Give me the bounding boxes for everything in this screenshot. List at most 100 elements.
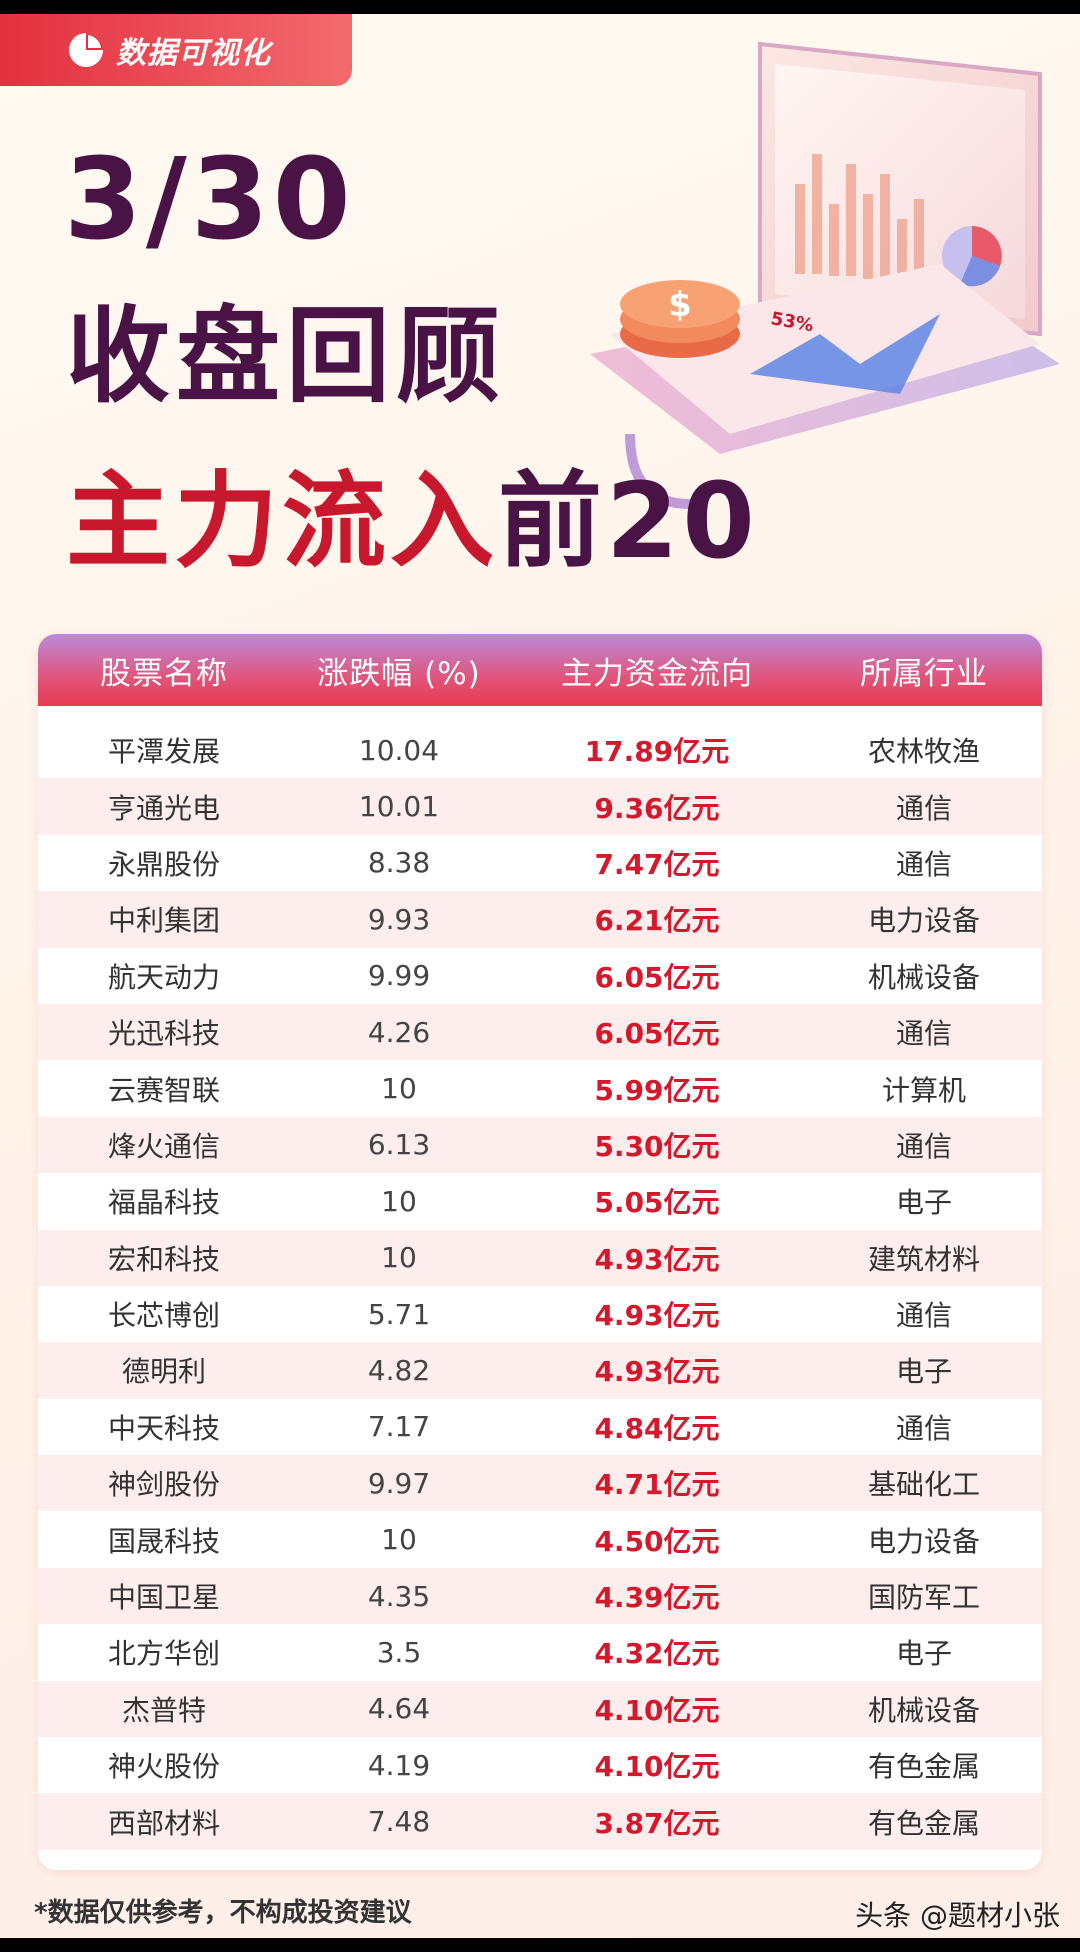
table-row: 中天科技 7.17 4.84亿元 通信	[38, 1399, 1042, 1455]
table-row: 杰普特 4.64 4.10亿元 机械设备	[38, 1680, 1042, 1738]
stock-name-cell: 中利集团	[107, 904, 220, 938]
table-row: 长芯博创 5.71 4.93亿元 通信	[38, 1286, 1042, 1342]
industry-cell: 电力设备	[867, 904, 980, 938]
change-cell: 9.93	[367, 902, 431, 936]
header-main-flow: 主力资金流向	[561, 655, 753, 692]
stock-name-cell: 国晟科技	[107, 1524, 220, 1558]
industry-cell: 国防军工	[867, 1581, 980, 1615]
stock-name-cell: 亨通光电	[107, 791, 220, 825]
main-flow-cell: 9.36亿元	[594, 791, 720, 825]
brand-label: 数据可视化	[116, 36, 271, 71]
change-cell: 3.5	[376, 1635, 422, 1669]
main-flow-cell: 4.39亿元	[594, 1581, 720, 1615]
stock-name-cell: 平潭发展	[107, 735, 220, 769]
table-row: 亨通光电 10.01 9.36亿元 通信	[38, 778, 1042, 835]
title-sub-prefix: 主力流入	[66, 460, 499, 582]
change-cell: 7.17	[367, 1410, 431, 1444]
table-row: 国晟科技 10 4.50亿元 电力设备	[38, 1511, 1042, 1567]
main-flow-cell: 4.10亿元	[594, 1693, 720, 1727]
change-cell: 5.71	[367, 1297, 431, 1331]
stock-name-cell: 航天动力	[107, 960, 220, 994]
main-flow-cell: 4.84亿元	[594, 1411, 720, 1445]
change-cell: 7.48	[367, 1805, 431, 1839]
main-flow-cell: 4.93亿元	[594, 1242, 720, 1276]
industry-cell: 通信	[895, 1299, 952, 1333]
main-flow-cell: 5.30亿元	[594, 1129, 720, 1163]
change-cell: 4.82	[367, 1353, 431, 1387]
table-row: 神剑股份 9.97 4.71亿元 基础化工	[38, 1455, 1042, 1512]
stock-name-cell: 中天科技	[107, 1411, 220, 1445]
table-row: 西部材料 7.48 3.87亿元 有色金属	[38, 1793, 1042, 1850]
main-flow-cell: 6.05亿元	[594, 1017, 720, 1051]
disclaimer: *数据仅供参考，不构成投资建议	[34, 1898, 412, 1928]
stock-name-cell: 烽火通信	[107, 1129, 220, 1163]
industry-cell: 电子	[895, 1355, 952, 1389]
stock-name-cell: 福晶科技	[107, 1186, 220, 1220]
header-industry: 所属行业	[860, 655, 988, 692]
stock-name-cell: 北方华创	[107, 1637, 220, 1671]
industry-cell: 通信	[895, 791, 952, 825]
table-row: 平潭发展 10.04 17.89亿元 农林牧渔	[38, 722, 1042, 778]
main-flow-cell: 3.87亿元	[594, 1806, 720, 1840]
industry-cell: 有色金属	[867, 1750, 980, 1784]
stock-name-cell: 德明利	[121, 1355, 206, 1389]
industry-cell: 通信	[895, 1017, 952, 1051]
industry-cell: 通信	[895, 1411, 952, 1445]
change-cell: 4.35	[367, 1579, 431, 1613]
change-cell: 10	[381, 1184, 417, 1218]
stock-name-cell: 宏和科技	[107, 1242, 220, 1276]
main-flow-cell: 6.05亿元	[594, 960, 720, 994]
main-flow-cell: 4.71亿元	[594, 1468, 720, 1502]
page: 数据可视化	[0, 14, 1080, 1938]
main-flow-cell: 7.47亿元	[594, 847, 720, 881]
industry-cell: 农林牧渔	[867, 735, 980, 769]
industry-cell: 计算机	[881, 1073, 966, 1107]
change-cell: 10.04	[358, 733, 440, 767]
industry-cell: 机械设备	[867, 960, 980, 994]
table-row: 云赛智联 10 5.99亿元 计算机	[38, 1060, 1042, 1116]
main-flow-cell: 5.05亿元	[594, 1186, 720, 1220]
stock-name-cell: 杰普特	[121, 1693, 206, 1727]
title-sub: 主力流入前20	[66, 469, 759, 573]
change-cell: 4.19	[367, 1748, 431, 1782]
stock-name-cell: 长芯博创	[107, 1299, 220, 1333]
coin-symbol: $	[668, 285, 692, 325]
table-row: 烽火通信 6.13 5.30亿元 通信	[38, 1116, 1042, 1174]
watermark: 头条 @题材小张	[855, 1899, 1060, 1932]
industry-cell: 电子	[895, 1186, 952, 1220]
main-flow-cell: 6.21亿元	[594, 904, 720, 938]
stock-name-cell: 西部材料	[107, 1806, 220, 1840]
laptop-illustration: $ 53%	[590, 41, 1060, 509]
table-row: 中利集团 9.93 6.21亿元 电力设备	[38, 891, 1042, 948]
change-cell: 9.97	[367, 1466, 431, 1500]
bottom-bar	[0, 1938, 1080, 1952]
main-flow-cell: 17.89亿元	[584, 735, 730, 769]
table-row: 宏和科技 10 4.93亿元 建筑材料	[38, 1229, 1042, 1286]
title-main: 收盘回顾	[66, 295, 507, 417]
change-cell: 10	[381, 1072, 417, 1106]
title-sub-highlight: 前20	[498, 460, 759, 582]
table-body: 平潭发展 10.04 17.89亿元 农林牧渔 亨通光电 10.01 9.36亿元 通信 永鼎股…	[38, 706, 1042, 1850]
industry-cell: 电子	[895, 1637, 952, 1671]
table-row: 北方华创 3.5 4.32亿元 电子	[38, 1624, 1042, 1680]
change-cell: 10	[381, 1241, 417, 1275]
stock-name-cell: 神火股份	[107, 1750, 220, 1784]
table-row: 福晶科技 10 5.05亿元 电子	[38, 1173, 1042, 1229]
main-flow-cell: 4.93亿元	[594, 1355, 720, 1389]
change-cell: 10.01	[358, 790, 440, 824]
main-flow-cell: 4.10亿元	[594, 1750, 720, 1784]
change-cell: 4.26	[367, 1015, 431, 1049]
stock-name-cell: 光迅科技	[107, 1017, 220, 1051]
table-row: 德明利 4.82 4.93亿元 电子	[38, 1342, 1042, 1399]
main-flow-cell: 5.99亿元	[594, 1073, 720, 1107]
header-stock-name: 股票名称	[100, 655, 228, 692]
table-row: 中国卫星 4.35 4.39亿元 国防军工	[38, 1567, 1042, 1625]
change-cell: 6.13	[367, 1128, 431, 1162]
change-cell: 4.64	[367, 1692, 431, 1726]
table-row: 永鼎股份 8.38 7.47亿元 通信	[38, 835, 1042, 891]
stock-name-cell: 中国卫星	[107, 1581, 220, 1615]
stock-name-cell: 永鼎股份	[107, 847, 220, 881]
industry-cell: 基础化工	[867, 1468, 980, 1502]
pie-chart-icon	[69, 33, 103, 67]
inflow-table: 股票名称 涨跌幅 (%) 主力资金流向 所属行业 平潭发展 10.04 17.89亿…	[38, 634, 1042, 1870]
